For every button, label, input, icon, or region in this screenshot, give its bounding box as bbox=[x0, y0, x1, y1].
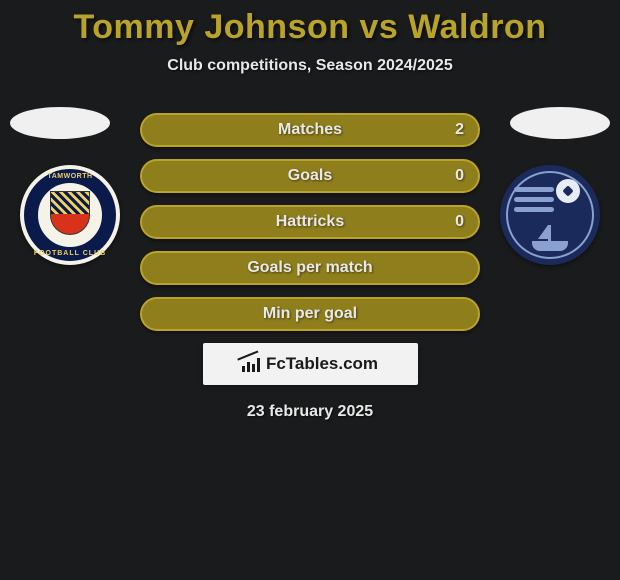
stat-label: Hattricks bbox=[276, 213, 344, 231]
stat-bar: Goals per match bbox=[140, 251, 480, 285]
stat-value: 0 bbox=[455, 213, 464, 231]
crest-text-top: TAMWORTH bbox=[20, 173, 120, 180]
stats-area: TAMWORTH FOOTBALL CLUB Matches2Goals0Hat… bbox=[0, 113, 620, 331]
tamworth-crest: TAMWORTH FOOTBALL CLUB bbox=[20, 165, 120, 265]
player-photo-left bbox=[10, 107, 110, 139]
stat-label: Min per goal bbox=[263, 305, 357, 323]
comparison-infographic: Tommy Johnson vs Waldron Club competitio… bbox=[0, 0, 620, 580]
stat-bar: Matches 2 bbox=[140, 113, 480, 147]
stat-label: Goals per match bbox=[247, 259, 372, 277]
brand-text: FcTables.com bbox=[266, 354, 378, 374]
brand-box: FcTables.com bbox=[203, 343, 418, 385]
stat-bar: Min per goal bbox=[140, 297, 480, 331]
page-title: Tommy Johnson vs Waldron bbox=[0, 8, 620, 47]
stat-bars: Matches 2 Goals 0 Hattricks 0 Goals per match M… bbox=[140, 113, 480, 331]
chart-icon bbox=[242, 356, 262, 372]
crest-text-bottom: FOOTBALL CLUB bbox=[20, 250, 120, 257]
player-photo-right bbox=[510, 107, 610, 139]
stat-value: 2 bbox=[455, 121, 464, 139]
stat-bar: Goals 0 bbox=[140, 159, 480, 193]
stat-label: Matches bbox=[278, 121, 342, 139]
southend-crest bbox=[500, 165, 600, 265]
club-badge-left: TAMWORTH FOOTBALL CLUB bbox=[20, 165, 120, 265]
subtitle: Club competitions, Season 2024/2025 bbox=[0, 57, 620, 75]
stat-bar: Hattricks 0 bbox=[140, 205, 480, 239]
club-badge-right bbox=[500, 165, 600, 265]
date-line: 23 february 2025 bbox=[0, 403, 620, 421]
stat-label: Goals bbox=[288, 167, 332, 185]
stat-value: 0 bbox=[455, 167, 464, 185]
